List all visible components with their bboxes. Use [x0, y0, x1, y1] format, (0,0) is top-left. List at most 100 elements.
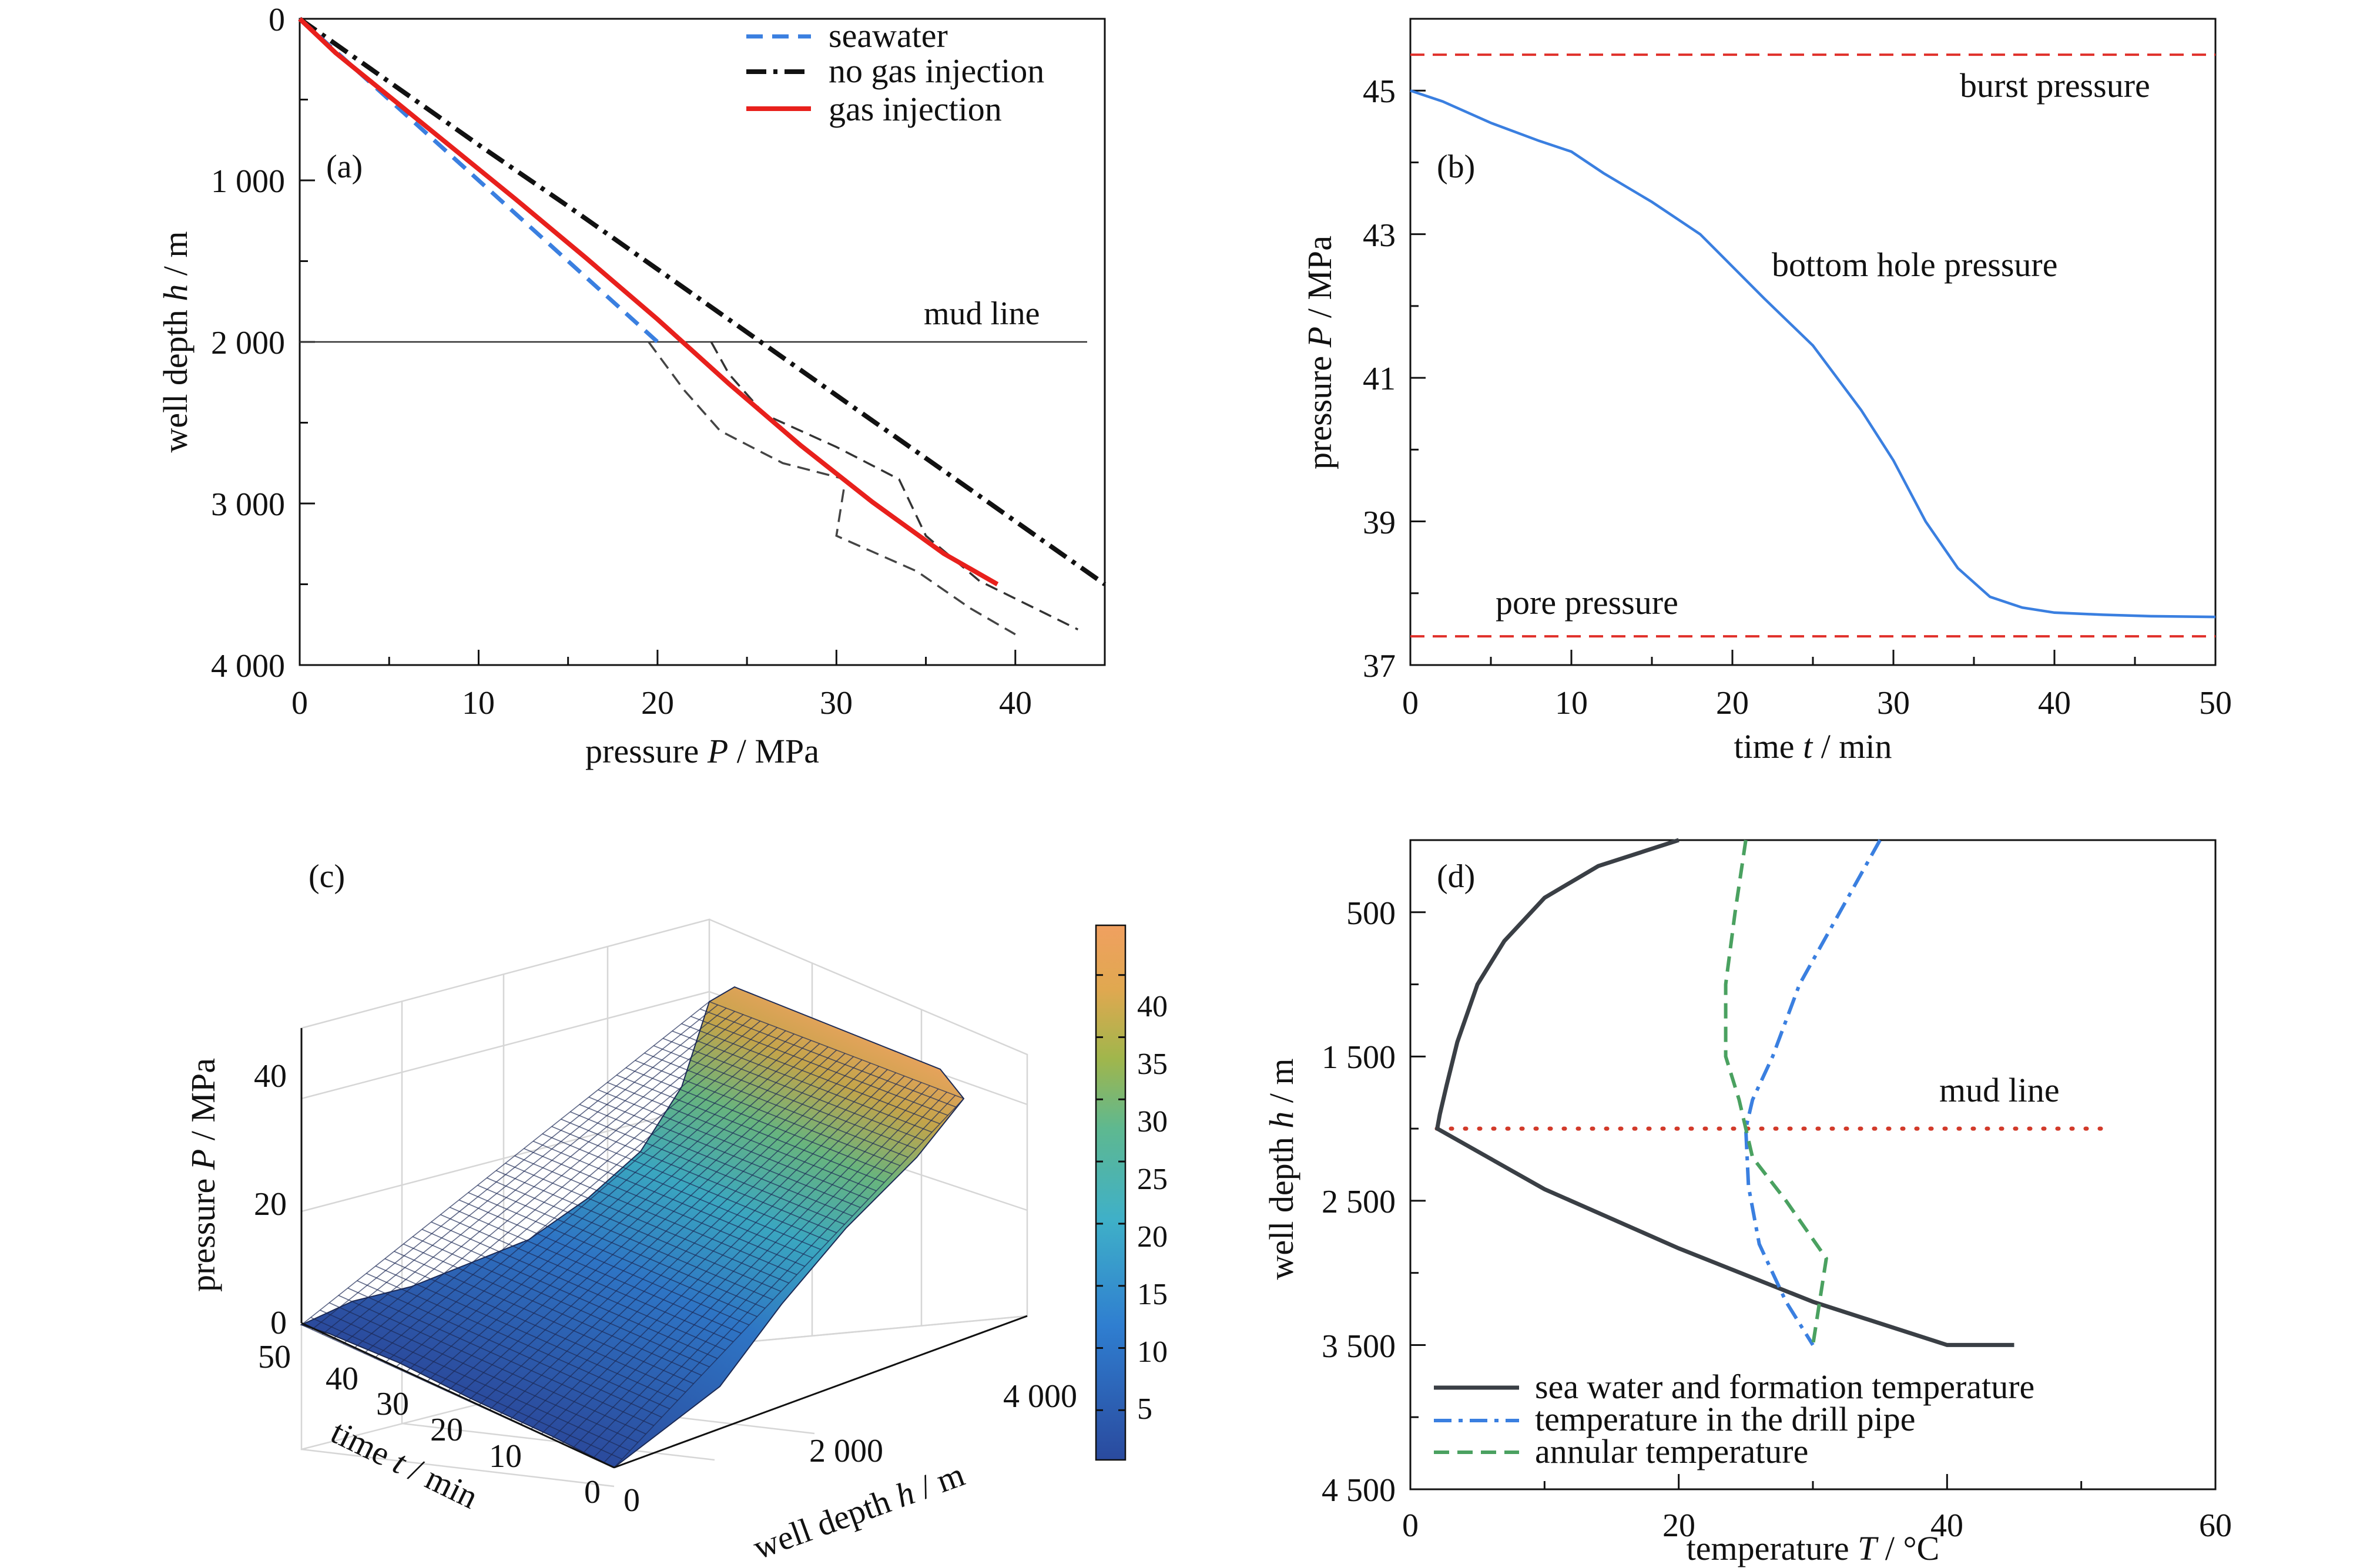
colorbar-tick-30: 30: [1137, 1105, 1168, 1139]
panel-b-ytick-45: 45: [1363, 73, 1396, 110]
mesh-line: [457, 1049, 837, 1397]
panel-b: 0 10 20 30 40 50 37 39 41 43 45 time t /…: [1300, 18, 2232, 765]
panel-c-ttick-10: 10: [489, 1438, 522, 1475]
mesh-line: [353, 1017, 752, 1349]
panel-a-ytick-labels: 0 1 000 2 000 3 000 4 000: [211, 2, 285, 684]
panel-b-xlabel: time t / min: [1734, 727, 1892, 765]
mesh-line: [436, 1043, 820, 1387]
panel-b-pore-label: pore pressure: [1496, 583, 1678, 622]
mesh-line: [519, 1069, 888, 1425]
panel-c-ttick-30: 30: [376, 1386, 409, 1422]
panel-a-mudline-label: mud line: [924, 296, 1040, 332]
mesh-line: [509, 1066, 880, 1421]
panel-d-drill-pipe-line: [1744, 839, 1882, 1346]
panel-a-ytick-1000: 1 000: [211, 163, 285, 200]
mesh-line: [321, 1008, 727, 1335]
colorbar-tick-35: 35: [1137, 1047, 1168, 1081]
panel-b-frame: [1409, 18, 2217, 666]
panel-c-ztick-40: 40: [254, 1058, 287, 1094]
mesh-line: [488, 1059, 863, 1411]
mesh-line: [468, 1053, 846, 1402]
panel-c-ztick-labels: 0 20 40: [254, 1058, 287, 1341]
mesh-line: [395, 1030, 786, 1368]
mesh-line: [426, 1040, 812, 1382]
panel-a-xlabel: pressure P / MPa: [585, 732, 819, 770]
mesh-line: [405, 1033, 795, 1373]
panel-d-xtick-40: 40: [1930, 1507, 1963, 1544]
mesh-line: [301, 1001, 710, 1325]
colorbar-tick-25: 25: [1137, 1163, 1168, 1196]
panel-b-xtick-40: 40: [2038, 685, 2071, 721]
panel-b-ytick-43: 43: [1363, 217, 1396, 254]
panel-c-ztick-20: 20: [254, 1186, 287, 1223]
panel-a-xtick-30: 30: [820, 685, 853, 721]
panel-a-xtick-40: 40: [999, 685, 1032, 721]
colorbar: [1095, 924, 1127, 1461]
panel-c-zlabel: pressure P / MPa: [184, 1058, 222, 1292]
panel-d-ylabel: well depth h / m: [1262, 1059, 1300, 1280]
mesh-line: [530, 1072, 897, 1430]
panel-c-letter: (c): [309, 858, 345, 895]
mesh-line: [499, 1062, 871, 1416]
panel-a-pressure-curve-2: [648, 341, 1016, 636]
panel-a-xtick-0: 0: [291, 685, 308, 721]
mesh-line: [332, 1010, 735, 1339]
colorbar-tick-5: 5: [1137, 1392, 1152, 1426]
panel-b-letter: (b): [1437, 149, 1475, 185]
panel-c-ttick-40: 40: [326, 1361, 358, 1397]
legend-no-gas-label: no gas injection: [829, 52, 1044, 90]
panel-b-ylabel: pressure P / MPa: [1300, 236, 1339, 469]
panel-d-ytick-2500: 2 500: [1322, 1184, 1396, 1220]
panel-a-gas-line: [298, 17, 999, 586]
panel-b-xtick-10: 10: [1555, 685, 1588, 721]
colorbar-tick-10: 10: [1137, 1335, 1168, 1369]
mesh-line: [592, 1092, 947, 1459]
mesh-line: [614, 1098, 964, 1468]
mesh-line: [551, 1079, 913, 1439]
panel-c-htick-2000: 2 000: [809, 1433, 883, 1469]
panel-d-letter: (d): [1437, 858, 1475, 895]
panel-c-axes: [300, 1028, 1028, 1469]
colorbar-tick-15: 15: [1137, 1278, 1168, 1311]
panel-a-xtick-labels: 0 10 20 30 40: [291, 685, 1032, 721]
panel-d-xtick-60: 60: [2199, 1507, 2232, 1544]
legend-formation-label: sea water and formation temperature: [1535, 1368, 2034, 1406]
panel-c: (c) 0 20 40 50 40 30 20 10: [184, 858, 1168, 1567]
panel-d-ticks: [1409, 839, 2217, 1490]
panel-c-htick-0: 0: [623, 1482, 640, 1519]
panel-d-annular-line: [1724, 840, 1828, 1345]
panel-a-ylabel: well depth h / m: [156, 231, 195, 453]
colorbar-tick-40: 40: [1137, 990, 1168, 1023]
mesh-line: [447, 1046, 829, 1392]
mesh-line: [363, 1020, 761, 1354]
panel-a-xtick-10: 10: [462, 685, 495, 721]
panel-d-xlabel: temperature T / °C: [1687, 1529, 1940, 1567]
panel-d-xtick-labels: 0 20 40 60: [1402, 1507, 2232, 1544]
panel-b-ytick-41: 41: [1363, 361, 1396, 397]
panel-c-tticks: 50 40 30 20 10 0: [258, 1339, 601, 1510]
panel-c-hticks: 0 2 000 4 000: [623, 1378, 1077, 1519]
legend-gas-label: gas injection: [829, 90, 1002, 128]
panel-c-colorbar: 5 10 15 20 25 30 35 40: [1095, 924, 1168, 1461]
panel-d: 0 20 40 60 500 1 500 2 500 3 500 4 500 t…: [1262, 838, 2232, 1567]
colorbar-ticks: [1096, 974, 1125, 1411]
panel-b-bottom-hole-curve: [1410, 89, 2216, 619]
panel-b-ticks: [1409, 18, 2217, 666]
mesh-line: [603, 1094, 956, 1463]
panel-a-no-gas-line: [298, 16, 1107, 586]
panel-d-legend: sea water and formation temperature temp…: [1434, 1368, 2034, 1470]
panel-b-ytick-39: 39: [1363, 505, 1396, 541]
panel-b-xtick-30: 30: [1877, 685, 1910, 721]
panel-a-pressure-curve-1: [710, 341, 1079, 631]
panel-b-xtick-20: 20: [1716, 685, 1749, 721]
panel-a-ytick-3000: 3 000: [211, 486, 285, 523]
panel-c-mesh: [301, 1001, 964, 1468]
panel-a-ytick-2000: 2 000: [211, 325, 285, 361]
panel-d-ytick-3500: 3 500: [1322, 1328, 1396, 1365]
panel-c-htick-4000: 4 000: [1003, 1378, 1077, 1415]
panel-a-xtick-20: 20: [641, 685, 674, 721]
panel-d-ytick-1500: 1 500: [1322, 1039, 1396, 1076]
panel-b-xtick-labels: 0 10 20 30 40 50: [1402, 685, 2232, 721]
panel-b-ytick-labels: 37 39 41 43 45: [1363, 73, 1396, 684]
